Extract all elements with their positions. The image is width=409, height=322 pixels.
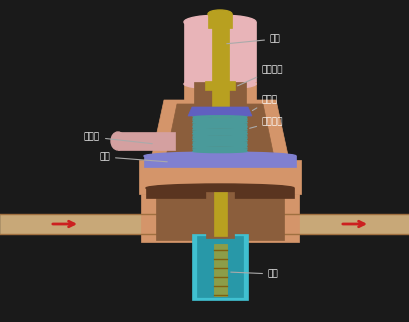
FancyBboxPatch shape xyxy=(144,156,296,167)
Text: 进气孔: 进气孔 xyxy=(84,132,152,144)
Polygon shape xyxy=(188,107,252,116)
Ellipse shape xyxy=(208,10,232,18)
FancyBboxPatch shape xyxy=(213,192,227,236)
Text: 喷嘴: 喷嘴 xyxy=(231,270,279,279)
Text: 弹簧座: 弹簧座 xyxy=(252,96,278,110)
FancyBboxPatch shape xyxy=(192,234,248,300)
FancyBboxPatch shape xyxy=(141,194,299,242)
Ellipse shape xyxy=(184,79,256,89)
Ellipse shape xyxy=(111,132,125,150)
FancyBboxPatch shape xyxy=(184,82,256,104)
Ellipse shape xyxy=(184,15,256,29)
FancyBboxPatch shape xyxy=(146,188,294,198)
FancyBboxPatch shape xyxy=(0,214,409,234)
FancyBboxPatch shape xyxy=(208,14,232,28)
FancyBboxPatch shape xyxy=(118,132,175,150)
Polygon shape xyxy=(151,100,289,160)
FancyBboxPatch shape xyxy=(139,160,301,194)
Polygon shape xyxy=(166,104,274,157)
Ellipse shape xyxy=(146,184,294,192)
FancyBboxPatch shape xyxy=(206,192,234,238)
FancyBboxPatch shape xyxy=(156,196,284,240)
FancyBboxPatch shape xyxy=(184,22,256,84)
Text: 控制弹簧: 控制弹簧 xyxy=(249,118,283,128)
Text: 锁紧螺母: 锁紧螺母 xyxy=(238,65,283,86)
FancyBboxPatch shape xyxy=(211,26,229,124)
FancyBboxPatch shape xyxy=(194,82,246,104)
Text: 护罩: 护罩 xyxy=(227,34,281,44)
Ellipse shape xyxy=(144,152,296,160)
FancyBboxPatch shape xyxy=(196,116,244,152)
FancyBboxPatch shape xyxy=(205,81,235,90)
FancyBboxPatch shape xyxy=(213,244,227,296)
FancyBboxPatch shape xyxy=(197,236,243,297)
Text: 膜片: 膜片 xyxy=(99,153,167,162)
